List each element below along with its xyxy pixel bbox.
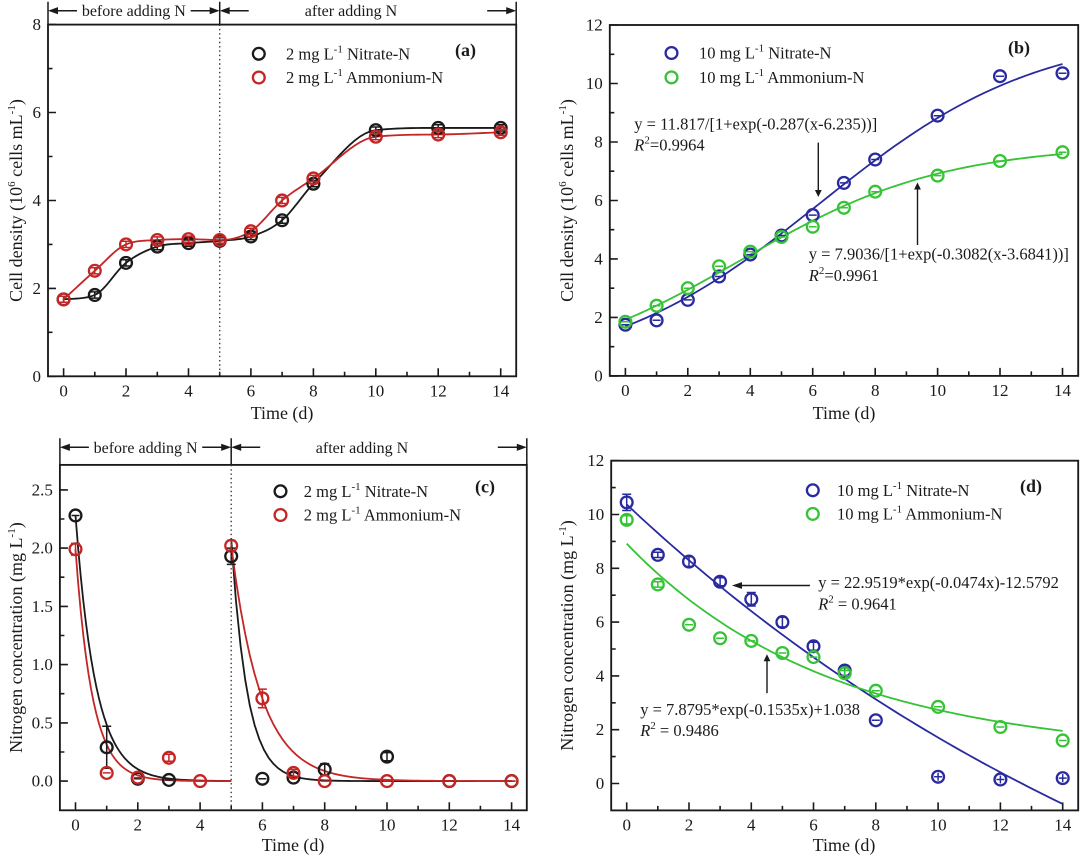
svg-text:0: 0	[59, 381, 68, 400]
svg-text:12: 12	[430, 381, 447, 400]
svg-text:14: 14	[1054, 815, 1072, 834]
svg-text:1.0: 1.0	[32, 655, 53, 674]
svg-text:2: 2	[594, 308, 603, 327]
svg-text:6: 6	[594, 191, 603, 210]
svg-text:(d): (d)	[1020, 476, 1042, 497]
svg-text:4: 4	[746, 381, 755, 400]
svg-text:4: 4	[33, 191, 42, 210]
svg-text:4: 4	[184, 381, 193, 400]
svg-text:10: 10	[587, 505, 604, 524]
svg-text:14: 14	[492, 381, 510, 400]
svg-text:y = 7.8795*exp(-0.1535x)+1.038: y = 7.8795*exp(-0.1535x)+1.038	[640, 700, 860, 719]
svg-text:14: 14	[1054, 381, 1072, 400]
svg-text:Time (d): Time (d)	[813, 835, 876, 856]
svg-text:6: 6	[258, 815, 267, 834]
svg-text:Cell density (106 cells mL-1): Cell density (106 cells mL-1)	[6, 99, 27, 302]
svg-text:10 mg L-1 Ammonium-N: 10 mg L-1 Ammonium-N	[837, 503, 1003, 523]
svg-text:2: 2	[596, 720, 605, 739]
svg-text:12: 12	[992, 381, 1009, 400]
svg-text:after adding N: after adding N	[305, 3, 398, 20]
svg-text:8: 8	[594, 133, 603, 152]
svg-text:before adding N: before adding N	[94, 440, 198, 457]
svg-text:2 mg L-1 Ammonium-N: 2 mg L-1 Ammonium-N	[286, 67, 443, 87]
svg-text:R2 = 0.9486: R2 = 0.9486	[639, 720, 719, 740]
svg-text:4: 4	[594, 249, 603, 268]
svg-text:12: 12	[992, 815, 1009, 834]
svg-text:Nitrogen concentration (mg L-1: Nitrogen concentration (mg L-1)	[557, 520, 578, 751]
svg-text:2: 2	[134, 815, 143, 834]
svg-text:before adding N: before adding N	[82, 3, 186, 20]
svg-text:10: 10	[586, 74, 603, 93]
svg-text:(a): (a)	[455, 40, 476, 61]
svg-text:(b): (b)	[1008, 38, 1030, 59]
svg-text:2 mg L-1 Nitrate-N: 2 mg L-1 Nitrate-N	[286, 43, 410, 63]
svg-text:2.5: 2.5	[32, 480, 53, 499]
svg-text:0: 0	[33, 367, 42, 386]
svg-text:2 mg L-1 Nitrate-N: 2 mg L-1 Nitrate-N	[304, 481, 428, 501]
svg-text:8: 8	[309, 381, 318, 400]
svg-text:0.5: 0.5	[32, 713, 53, 732]
svg-text:R2 = 0.9641: R2 = 0.9641	[817, 594, 897, 614]
svg-text:Cell density (106 cells mL-1): Cell density (106 cells mL-1)	[557, 99, 578, 302]
svg-text:12: 12	[586, 16, 603, 35]
svg-text:2.0: 2.0	[32, 539, 53, 558]
svg-text:(c): (c)	[475, 477, 495, 498]
svg-text:10: 10	[367, 381, 384, 400]
svg-text:10 mg L-1 Nitrate-N: 10 mg L-1 Nitrate-N	[699, 43, 832, 63]
svg-text:0: 0	[594, 366, 603, 385]
svg-text:0: 0	[621, 381, 630, 400]
svg-text:6: 6	[33, 103, 42, 122]
svg-text:Time (d): Time (d)	[813, 403, 876, 424]
svg-text:Time (d): Time (d)	[251, 403, 314, 424]
svg-text:4: 4	[196, 815, 205, 834]
svg-text:8: 8	[872, 815, 881, 834]
svg-text:6: 6	[808, 381, 817, 400]
svg-text:8: 8	[320, 815, 329, 834]
svg-text:14: 14	[503, 815, 521, 834]
svg-text:12: 12	[587, 451, 604, 470]
svg-text:12: 12	[441, 815, 458, 834]
svg-text:2: 2	[684, 381, 693, 400]
svg-text:8: 8	[596, 559, 605, 578]
svg-text:Time (d): Time (d)	[262, 835, 325, 856]
svg-text:6: 6	[809, 815, 818, 834]
svg-text:2: 2	[33, 279, 42, 298]
svg-text:0: 0	[596, 774, 605, 793]
svg-text:after adding N: after adding N	[316, 440, 409, 457]
svg-text:R2=0.9961: R2=0.9961	[808, 265, 879, 285]
svg-text:y = 11.817/[1+exp(-0.287(x-6.2: y = 11.817/[1+exp(-0.287(x-6.235))]	[634, 115, 877, 134]
svg-text:y = 7.9036/[1+exp(-0.3082(x-3.: y = 7.9036/[1+exp(-0.3082(x-3.6841))]	[809, 245, 1069, 264]
svg-text:6: 6	[247, 381, 256, 400]
svg-text:10: 10	[379, 815, 396, 834]
svg-text:0.0: 0.0	[32, 772, 53, 791]
svg-text:Nitrogen concentration (mg L-1: Nitrogen concentration (mg L-1)	[6, 522, 27, 753]
svg-text:10 mg L-1 Nitrate-N: 10 mg L-1 Nitrate-N	[837, 480, 970, 500]
svg-text:0: 0	[622, 815, 631, 834]
svg-text:4: 4	[747, 815, 756, 834]
svg-text:4: 4	[596, 666, 605, 685]
svg-text:y = 22.9519*exp(-0.0474x)-12.5: y = 22.9519*exp(-0.0474x)-12.5792	[818, 573, 1059, 592]
svg-text:10: 10	[929, 381, 946, 400]
svg-text:2: 2	[685, 815, 694, 834]
svg-text:8: 8	[33, 15, 42, 34]
svg-text:6: 6	[596, 613, 605, 632]
svg-text:8: 8	[871, 381, 880, 400]
svg-text:10: 10	[930, 815, 947, 834]
svg-text:0: 0	[71, 815, 80, 834]
svg-text:2 mg L-1 Ammonium-N: 2 mg L-1 Ammonium-N	[304, 505, 461, 525]
svg-text:10 mg L-1 Ammonium-N: 10 mg L-1 Ammonium-N	[699, 67, 865, 87]
svg-text:1.5: 1.5	[32, 597, 53, 616]
svg-text:2: 2	[122, 381, 131, 400]
svg-text:R2=0.9964: R2=0.9964	[633, 134, 704, 154]
